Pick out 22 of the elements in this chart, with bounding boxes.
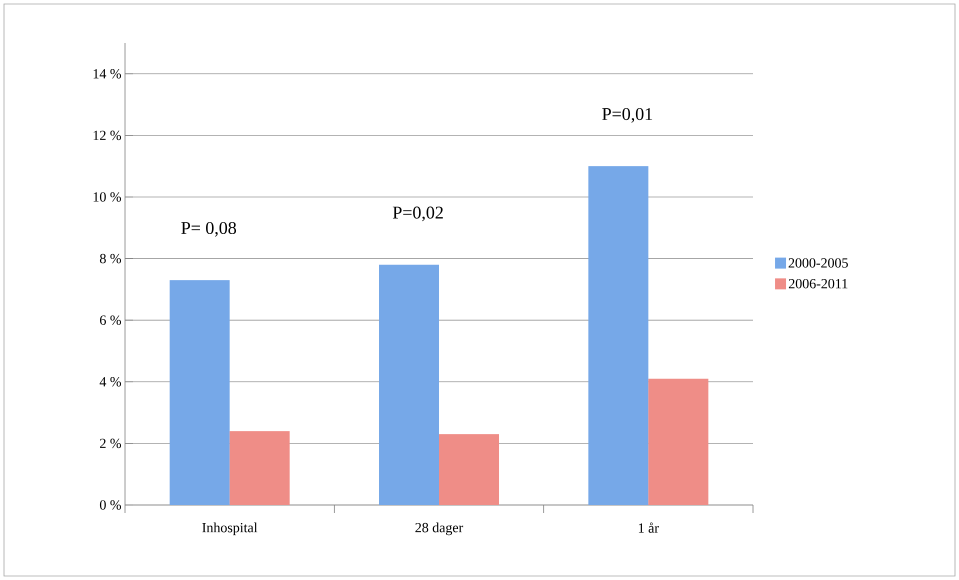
y-tick-label: 8 %	[100, 254, 122, 264]
y-tick-label: 2 %	[100, 438, 122, 448]
bar	[230, 431, 290, 505]
x-tick-label: Inhospital	[202, 522, 258, 536]
bar	[588, 166, 648, 505]
bar	[648, 378, 708, 505]
bar	[170, 280, 230, 505]
y-tick-label: 14 %	[94, 69, 122, 79]
y-tick-label: 12 %	[94, 130, 122, 140]
x-tick-label: 28 dager	[415, 522, 464, 536]
y-tick-label: 6 %	[100, 315, 122, 325]
y-tick-label: 0 %	[100, 500, 122, 510]
y-tick-label: 4 %	[100, 377, 122, 387]
bar	[439, 434, 500, 505]
x-tick-label: 1 år	[638, 522, 659, 533]
y-tick-label: 10 %	[94, 192, 122, 202]
annotation: P=0,01	[602, 108, 652, 123]
annotation: P=0,02	[392, 206, 443, 222]
legend-label: 2006-2011	[788, 278, 848, 288]
bar	[379, 264, 440, 505]
annotation: P= 0,08	[181, 222, 236, 237]
legend-label: 2000-2005	[788, 258, 848, 268]
